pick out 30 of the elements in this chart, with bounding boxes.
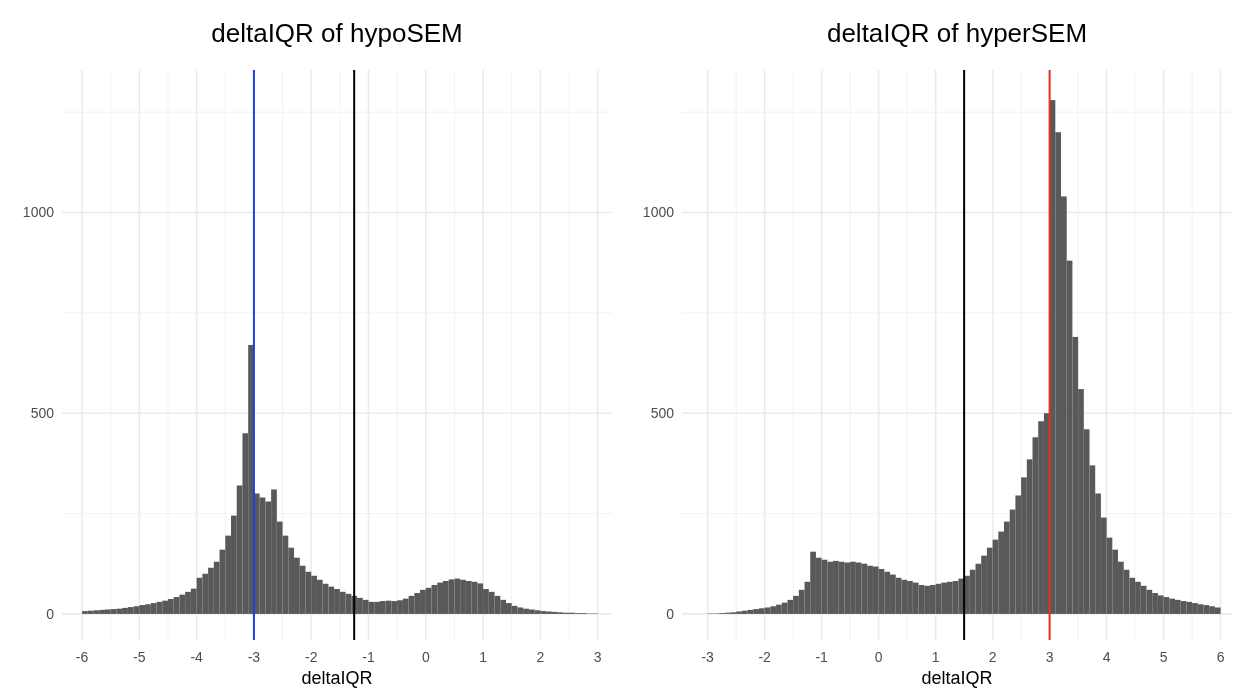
x-tick-label: -6 (75, 649, 89, 665)
x-tick-label: 5 (1159, 649, 1168, 665)
x-axis-title: deltaIQR (301, 668, 373, 688)
x-tick-label: 0 (874, 649, 883, 665)
x-tick-label: -2 (758, 649, 772, 665)
x-tick-label: 2 (536, 649, 545, 665)
x-tick-label: 3 (1045, 649, 1054, 665)
y-tick-label: 500 (650, 405, 675, 422)
x-tick-label: 0 (421, 649, 430, 665)
y-tick-label: 1000 (22, 204, 55, 221)
y-tick-label: 0 (666, 605, 675, 622)
y-tick-label: 1000 (642, 204, 675, 221)
x-tick-label: 1 (479, 649, 488, 665)
chart-title: deltaIQR of hyperSEM (826, 18, 1088, 48)
x-tick-label: 1 (931, 649, 940, 665)
y-tick-label: 0 (46, 605, 55, 622)
x-tick-label: 4 (1102, 649, 1111, 665)
x-tick-label: 2 (988, 649, 997, 665)
x-tick-label: -5 (133, 649, 146, 665)
x-tick-label: -3 (247, 649, 261, 665)
x-axis-title: deltaIQR (921, 668, 993, 688)
x-tick-label: 3 (593, 649, 602, 665)
y-tick-label: 500 (30, 405, 55, 422)
x-tick-label: -1 (362, 649, 375, 665)
x-tick-label: 6 (1216, 649, 1225, 665)
chart-title: deltaIQR of hypoSEM (211, 18, 463, 48)
x-tick-label: -3 (701, 649, 715, 665)
x-tick-label: -4 (190, 649, 204, 665)
x-tick-label: -1 (815, 649, 829, 665)
x-tick-label: -2 (304, 649, 318, 665)
